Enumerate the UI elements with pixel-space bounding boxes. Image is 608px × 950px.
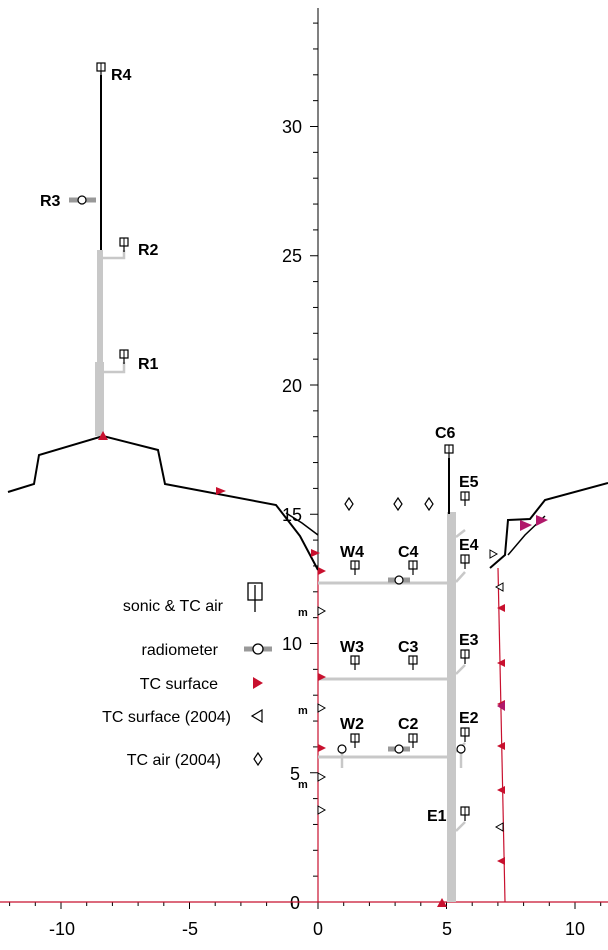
station-label-r1: R1 [138,356,159,373]
y-tick-label: 30 [282,117,302,137]
y-tick-label: 5 [290,764,300,784]
sonic-r2 [119,237,129,253]
station-label-c3: C3 [398,639,419,656]
station-label-w4: W4 [340,544,364,561]
sonic-c4 [408,560,418,576]
sonic-w4 [350,560,360,576]
sonic-e5 [460,491,470,507]
x-tick-label: 0 [313,919,323,939]
x-tick-label: -10 [49,919,75,939]
x-tick-label: -5 [182,919,198,939]
left-building-step [285,512,319,536]
legend-label-tc-surface: TC surface [140,676,218,693]
x-tick-label: 5 [442,919,452,939]
legend-label-tc-surface-2004: TC surface (2004) [102,709,231,726]
canyon-tower [447,512,456,902]
legend-label-sonic: sonic & TC air [123,598,224,615]
y-tick-label: 20 [282,376,302,396]
station-label-c4: C4 [398,544,419,561]
sonic-w2 [350,733,360,749]
station-label-w3: W3 [340,639,364,656]
sonic-c3 [408,655,418,671]
y-tick-label: 25 [282,246,302,266]
legend-label-radiometer: radiometer [142,642,219,659]
y-axis [310,8,319,903]
x-axis [0,901,608,909]
station-label-e2: E2 [459,710,479,727]
tc-surface-2004-markers [317,549,504,832]
sonic-e1 [460,806,470,822]
station-label-r3: R3 [40,193,61,210]
roof-mast-base [95,362,104,436]
legend-radiometer-icon [244,643,272,655]
tc-air-2004-markers [344,496,434,512]
station-label-c2: C2 [398,716,419,733]
sonic-w3 [350,655,360,671]
station-label-e5: E5 [459,474,479,491]
instrument-booms [101,250,466,832]
right-building-roof [489,482,608,569]
right-canyon-wall [497,567,506,903]
sonic-e3 [460,649,470,665]
station-label-r2: R2 [138,242,159,259]
sonic-c2 [408,733,418,749]
roof-mast-mid [97,250,103,362]
m-marker: m [298,607,308,619]
y-tick-label: 10 [282,634,302,654]
station-label-r4: R4 [111,67,132,84]
legend: sonic & TC air radiometer TC surface TC … [102,582,272,769]
legend-sonic-icon [247,582,263,612]
sonic-e4 [460,554,470,570]
left-building-roof [7,434,319,571]
legend-label-tc-air-2004: TC air (2004) [127,752,221,769]
legend-tc-air-2004-icon [253,751,263,767]
station-label-w2: W2 [340,716,364,733]
sonic-e2 [460,727,470,743]
x-tick-label: 10 [565,919,585,939]
legend-tc-surface-icon [253,677,263,689]
m-marker: m [298,779,308,791]
station-label-e4: E4 [459,537,479,554]
sonic-r1 [119,349,129,365]
station-label-e1: E1 [427,808,447,825]
m-marker: m [298,705,308,717]
legend-tc-surface-2004-icon [250,708,263,724]
tc-surface-markers-alt [497,515,548,711]
radiometers [69,195,466,754]
tc-surface-markers [98,431,505,907]
station-label-c6: C6 [435,425,456,442]
y-tick-label: 0 [290,893,300,913]
sonic-r4 [96,62,106,78]
station-label-e3: E3 [459,632,479,649]
sonic-c6 [444,444,454,460]
